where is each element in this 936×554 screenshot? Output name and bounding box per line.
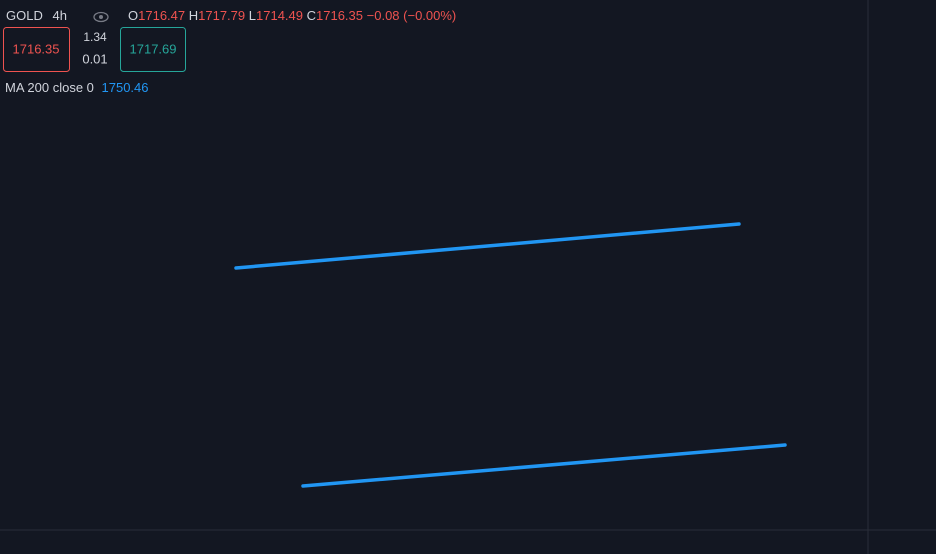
ma-value: 1750.46 — [102, 80, 149, 95]
symbol[interactable]: GOLD — [6, 8, 43, 23]
change: −0.08 (−0.00%) — [367, 8, 457, 23]
open-label: O — [128, 8, 138, 23]
trend-line-upper[interactable] — [234, 222, 741, 270]
trend-line-lower[interactable] — [301, 443, 787, 488]
close-value: 1716.35 — [316, 8, 363, 23]
open-value: 1716.47 — [138, 8, 185, 23]
close-label: C — [307, 8, 316, 23]
buy-button[interactable] — [120, 27, 186, 72]
low-value: 1714.49 — [256, 8, 303, 23]
high-label: H — [189, 8, 198, 23]
legend-line: GOLD 4h — [6, 8, 67, 23]
sell-price: 1716.35 — [13, 41, 60, 56]
sell-button[interactable] — [3, 27, 70, 72]
buy-price: 1717.69 — [130, 41, 177, 56]
quantity[interactable]: 0.01 — [82, 51, 107, 66]
ohlc: O1716.47 H1717.79 L1714.49 C1716.35 −0.0… — [128, 8, 456, 23]
spread: 1.34 — [83, 30, 107, 44]
ma-legend: MA 200 close 0 1750.46 — [5, 80, 149, 95]
ma-name[interactable]: MA 200 close 0 — [5, 80, 94, 95]
interval[interactable]: 4h — [52, 8, 66, 23]
high-value: 1717.79 — [198, 8, 245, 23]
low-label: L — [249, 8, 256, 23]
visibility-icon[interactable] — [93, 11, 109, 23]
